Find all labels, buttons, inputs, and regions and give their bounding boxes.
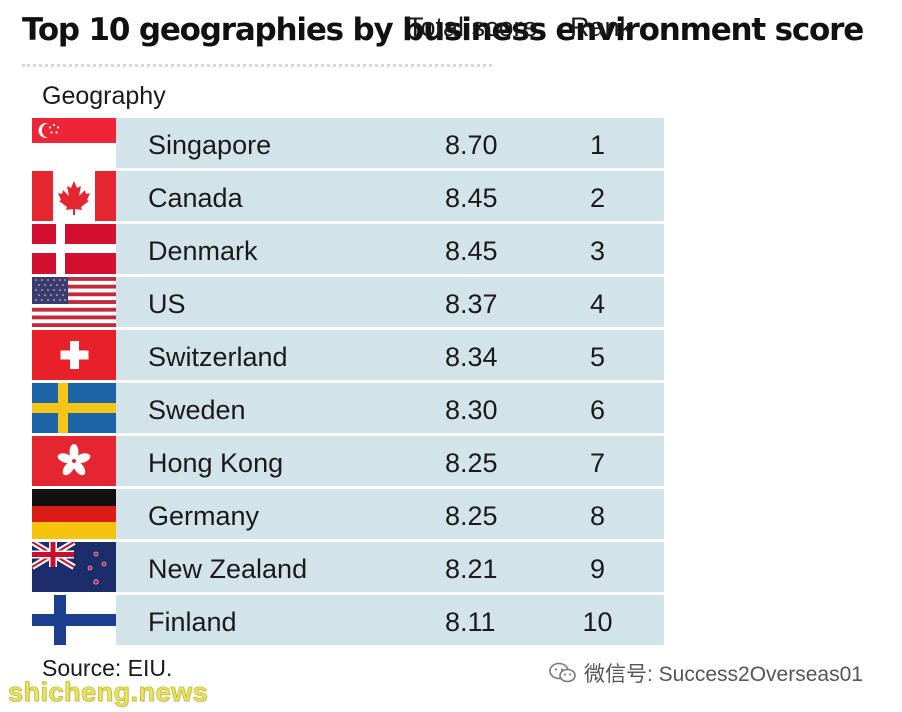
rank-value: 1	[589, 130, 606, 160]
source-note: Source: EIU.	[42, 655, 173, 681]
geography-name: Germany	[148, 501, 260, 531]
table-row: Denmark 8.45 3	[32, 224, 664, 274]
geography-name: New Zealand	[148, 554, 308, 584]
canada-flag-icon	[32, 171, 116, 221]
table-row: Switzerland 8.34 5	[32, 330, 664, 380]
total-score: 8.11	[445, 607, 496, 637]
rank-value: 10	[582, 607, 613, 637]
geography-name: Sweden	[148, 395, 246, 425]
table-row: Sweden 8.30 6	[32, 383, 664, 433]
total-score: 8.25	[445, 448, 498, 478]
total-score: 8.70	[445, 130, 498, 160]
table-row: Singapore 8.70 1	[32, 118, 664, 168]
rank-value: 9	[589, 554, 606, 584]
column-header-rank: Rank	[570, 12, 634, 42]
rank-value: 8	[589, 501, 606, 531]
geography-name: Singapore	[148, 130, 272, 160]
column-header-geography: Geography	[42, 82, 166, 110]
total-score: 8.45	[445, 236, 498, 266]
switzerland-flag-icon	[32, 330, 116, 380]
total-score: 8.21	[445, 554, 498, 584]
total-score: 8.34	[445, 342, 498, 372]
geography-name: US	[148, 289, 186, 319]
total-score: 8.25	[445, 501, 498, 531]
geography-name: Hong Kong	[148, 448, 284, 478]
singapore-flag-icon	[32, 118, 116, 168]
table-row: Germany 8.25 8	[32, 489, 664, 539]
geography-name: Finland	[148, 607, 237, 637]
hong-kong-flag-icon	[32, 436, 116, 486]
table-row: New Zealand 8.21 9	[32, 542, 664, 592]
total-score: 8.45	[445, 183, 498, 213]
rank-value: 7	[589, 448, 606, 478]
new-zealand-flag-icon	[32, 542, 116, 592]
column-header-total-score: Total score	[407, 12, 538, 42]
total-score: 8.30	[445, 395, 498, 425]
sweden-flag-icon	[32, 383, 116, 433]
cropped-subtitle-line	[22, 64, 492, 71]
germany-flag-icon	[32, 489, 116, 539]
denmark-flag-icon	[32, 224, 116, 274]
wechat-icon	[548, 661, 578, 685]
rank-value: 2	[589, 183, 606, 213]
wechat-watermark: 微信号: Success2Overseas01	[548, 658, 863, 688]
table-row: Hong Kong 8.25 7	[32, 436, 664, 486]
finland-flag-icon	[32, 595, 116, 645]
geography-name: Switzerland	[148, 342, 288, 372]
total-score: 8.37	[445, 289, 498, 319]
rank-value: 5	[589, 342, 606, 372]
table-row: Canada 8.45 2	[32, 171, 664, 221]
rank-value: 4	[589, 289, 606, 319]
wechat-id-text: 微信号: Success2Overseas01	[584, 663, 863, 686]
us-flag-icon	[32, 277, 116, 327]
geography-name: Denmark	[148, 236, 258, 266]
table-row: US 8.37 4	[32, 277, 664, 327]
ranking-table: Singapore 8.70 1 Canada 8.45 2 Denmark 8…	[32, 118, 664, 648]
site-watermark: shicheng.news	[8, 677, 209, 708]
page-title: Top 10 geographies by business environme…	[22, 12, 864, 48]
geography-name: Canada	[148, 183, 243, 213]
rank-value: 3	[589, 236, 606, 266]
rank-value: 6	[589, 395, 606, 425]
table-row: Finland 8.11 10	[32, 595, 664, 645]
